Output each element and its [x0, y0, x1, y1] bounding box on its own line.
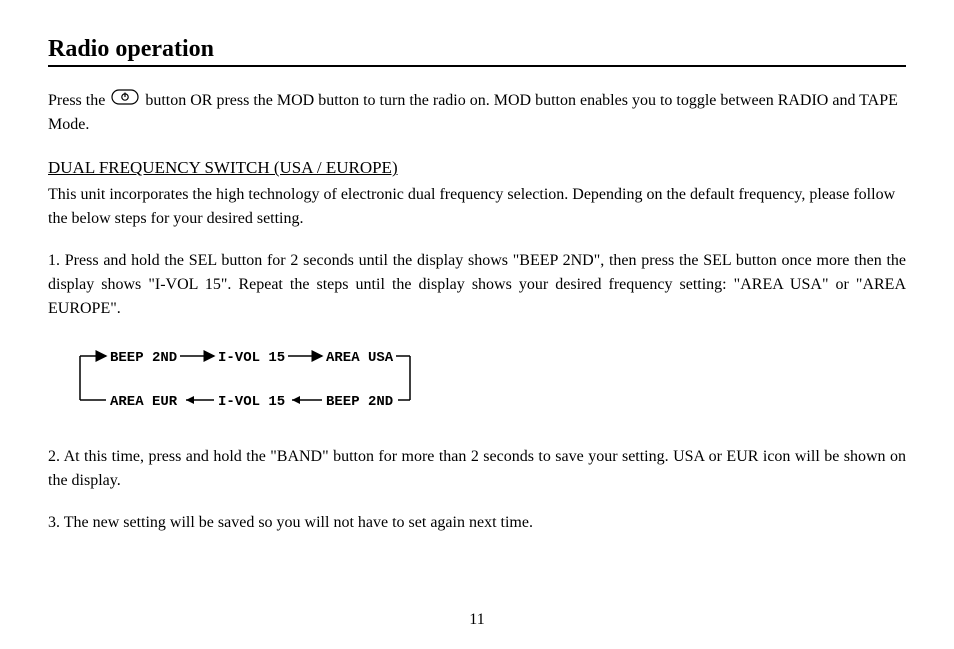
intro-text-2: button OR press the MOD button to turn t… — [48, 92, 898, 133]
diagram-bottom-0b: AREA EUR — [110, 394, 178, 410]
diagram-bottom-2b: BEEP 2ND — [326, 394, 393, 410]
intro-text-1: Press the — [48, 92, 109, 109]
page-title: Radio operation — [48, 36, 906, 67]
power-button-icon — [111, 89, 139, 113]
diagram-top-1: I-VOL 15 — [218, 350, 285, 366]
step-2: 2. At this time, press and hold the "BAN… — [48, 445, 906, 493]
sub-intro-paragraph: This unit incorporates the high technolo… — [48, 183, 906, 231]
step-3: 3. The new setting will be saved so you … — [48, 511, 906, 535]
document-page: Radio operation Press the button OR pres… — [0, 0, 954, 649]
diagram-top-2: AREA USA — [326, 350, 394, 366]
page-number: 11 — [0, 611, 954, 629]
body: Press the button OR press the MOD button… — [48, 89, 906, 535]
sequence-diagram: BEEP 2ND I-VOL 15 AREA USA AREA EUR I-VO… — [58, 339, 906, 427]
step-1: 1. Press and hold the SEL button for 2 s… — [48, 249, 906, 321]
diagram-bottom-1b: I-VOL 15 — [218, 394, 285, 410]
diagram-top-0: BEEP 2ND — [110, 350, 177, 366]
section-subheading: DUAL FREQUENCY SWITCH (USA / EUROPE) — [48, 155, 906, 181]
intro-paragraph: Press the button OR press the MOD button… — [48, 89, 906, 137]
